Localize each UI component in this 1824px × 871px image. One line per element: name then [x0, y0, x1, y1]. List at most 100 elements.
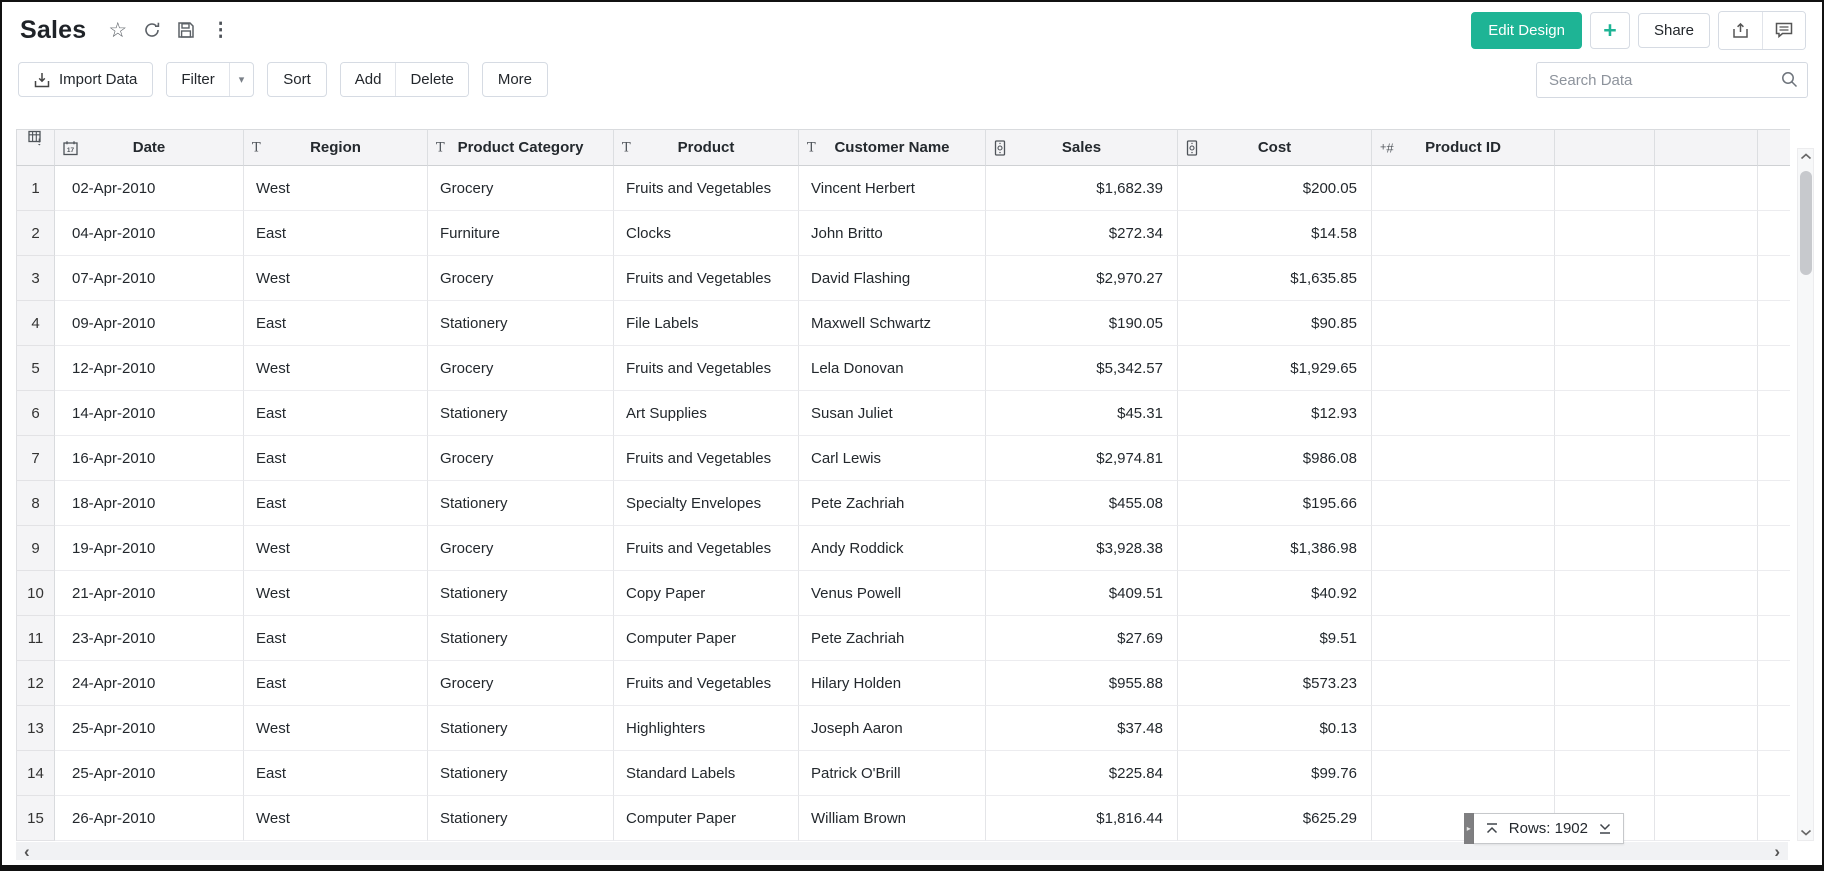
column-header-product[interactable]: T Product [614, 129, 799, 166]
cell-product[interactable]: Specialty Envelopes [614, 481, 799, 526]
cell-region[interactable]: East [244, 661, 428, 706]
cell-product-category[interactable]: Stationery [428, 391, 614, 436]
cell-date[interactable]: 16-Apr-2010 [55, 436, 244, 481]
column-header-cost[interactable]: Cost [1178, 129, 1372, 166]
cell-cost[interactable]: $200.05 [1178, 166, 1372, 211]
select-all-header[interactable] [16, 129, 55, 166]
cell-cost[interactable]: $1,929.65 [1178, 346, 1372, 391]
cell-cost[interactable]: $195.66 [1178, 481, 1372, 526]
cell-date[interactable]: 14-Apr-2010 [55, 391, 244, 436]
cell-region[interactable]: West [244, 796, 428, 841]
column-header-region[interactable]: T Region [244, 129, 428, 166]
cell-product-id[interactable] [1372, 661, 1555, 706]
scroll-up-icon[interactable] [1800, 153, 1812, 160]
cell-date[interactable]: 23-Apr-2010 [55, 616, 244, 661]
cell-date[interactable]: 19-Apr-2010 [55, 526, 244, 571]
cell-empty[interactable] [1555, 616, 1655, 661]
cell-cost[interactable]: $12.93 [1178, 391, 1372, 436]
cell-empty[interactable] [1655, 571, 1758, 616]
cell-cost[interactable]: $99.76 [1178, 751, 1372, 796]
cell-customer-name[interactable]: Maxwell Schwartz [799, 301, 986, 346]
row-number[interactable]: 9 [16, 526, 55, 571]
row-number[interactable]: 7 [16, 436, 55, 481]
cell-empty[interactable] [1555, 571, 1655, 616]
refresh-icon[interactable] [143, 21, 161, 39]
cell-cost[interactable]: $14.58 [1178, 211, 1372, 256]
cell-product-id[interactable] [1372, 391, 1555, 436]
row-number[interactable]: 15 [16, 796, 55, 841]
cell-region[interactable]: West [244, 571, 428, 616]
cell-sales[interactable]: $27.69 [986, 616, 1178, 661]
cell-empty[interactable] [1555, 301, 1655, 346]
cell-empty[interactable] [1758, 796, 1790, 841]
cell-empty[interactable] [1758, 706, 1790, 751]
cell-product-category[interactable]: Grocery [428, 661, 614, 706]
cell-sales[interactable]: $190.05 [986, 301, 1178, 346]
cell-empty[interactable] [1555, 346, 1655, 391]
cell-product-category[interactable]: Stationery [428, 706, 614, 751]
cell-product-category[interactable]: Grocery [428, 166, 614, 211]
cell-cost[interactable]: $40.92 [1178, 571, 1372, 616]
scroll-down-icon[interactable] [1800, 829, 1812, 836]
horizontal-scrollbar[interactable]: ‹ › [16, 842, 1788, 860]
filter-button[interactable]: Filter [167, 63, 229, 96]
cell-region[interactable]: West [244, 256, 428, 301]
cell-cost[interactable]: $1,386.98 [1178, 526, 1372, 571]
search-input[interactable] [1536, 62, 1808, 98]
cell-product[interactable]: Fruits and Vegetables [614, 346, 799, 391]
scroll-to-top-icon[interactable] [1485, 822, 1499, 835]
cell-customer-name[interactable]: John Britto [799, 211, 986, 256]
column-header-customer-name[interactable]: T Customer Name [799, 129, 986, 166]
cell-empty[interactable] [1758, 166, 1790, 211]
cell-empty[interactable] [1555, 481, 1655, 526]
cell-customer-name[interactable]: Vincent Herbert [799, 166, 986, 211]
cell-empty[interactable] [1758, 571, 1790, 616]
cell-product-id[interactable] [1372, 346, 1555, 391]
cell-empty[interactable] [1655, 706, 1758, 751]
cell-cost[interactable]: $0.13 [1178, 706, 1372, 751]
cell-region[interactable]: East [244, 301, 428, 346]
cell-product-category[interactable]: Stationery [428, 751, 614, 796]
cell-empty[interactable] [1655, 211, 1758, 256]
cell-empty[interactable] [1758, 391, 1790, 436]
column-header-empty[interactable] [1655, 129, 1758, 166]
cell-product-category[interactable]: Stationery [428, 571, 614, 616]
cell-product[interactable]: Highlighters [614, 706, 799, 751]
row-number[interactable]: 5 [16, 346, 55, 391]
cell-empty[interactable] [1655, 661, 1758, 706]
cell-empty[interactable] [1555, 166, 1655, 211]
pager-handle[interactable]: ▸ [1463, 813, 1474, 844]
cell-empty[interactable] [1655, 751, 1758, 796]
cell-empty[interactable] [1758, 346, 1790, 391]
cell-product[interactable]: Fruits and Vegetables [614, 661, 799, 706]
cell-empty[interactable] [1655, 436, 1758, 481]
export-button[interactable] [1719, 11, 1762, 49]
cell-product-category[interactable]: Grocery [428, 436, 614, 481]
cell-sales[interactable]: $2,974.81 [986, 436, 1178, 481]
cell-product[interactable]: Computer Paper [614, 616, 799, 661]
cell-sales[interactable]: $1,682.39 [986, 166, 1178, 211]
cell-empty[interactable] [1555, 661, 1655, 706]
import-data-button[interactable]: Import Data [18, 62, 154, 97]
cell-cost[interactable]: $986.08 [1178, 436, 1372, 481]
cell-product-category[interactable]: Grocery [428, 256, 614, 301]
cell-sales[interactable]: $955.88 [986, 661, 1178, 706]
more-button[interactable]: More [481, 62, 549, 97]
cell-product-id[interactable] [1372, 616, 1555, 661]
column-header-product-id[interactable]: + # Product ID [1372, 129, 1555, 166]
cell-cost[interactable]: $1,635.85 [1178, 256, 1372, 301]
cell-product[interactable]: Art Supplies [614, 391, 799, 436]
cell-cost[interactable]: $625.29 [1178, 796, 1372, 841]
cell-sales[interactable]: $3,928.38 [986, 526, 1178, 571]
cell-region[interactable]: West [244, 166, 428, 211]
cell-product[interactable]: Standard Labels [614, 751, 799, 796]
cell-empty[interactable] [1555, 751, 1655, 796]
cell-customer-name[interactable]: Patrick O'Brill [799, 751, 986, 796]
cell-customer-name[interactable]: Lela Donovan [799, 346, 986, 391]
cell-date[interactable]: 21-Apr-2010 [55, 571, 244, 616]
cell-empty[interactable] [1758, 211, 1790, 256]
cell-product[interactable]: Clocks [614, 211, 799, 256]
cell-customer-name[interactable]: Venus Powell [799, 571, 986, 616]
cell-empty[interactable] [1655, 301, 1758, 346]
vertical-scrollbar-thumb[interactable] [1800, 171, 1812, 275]
